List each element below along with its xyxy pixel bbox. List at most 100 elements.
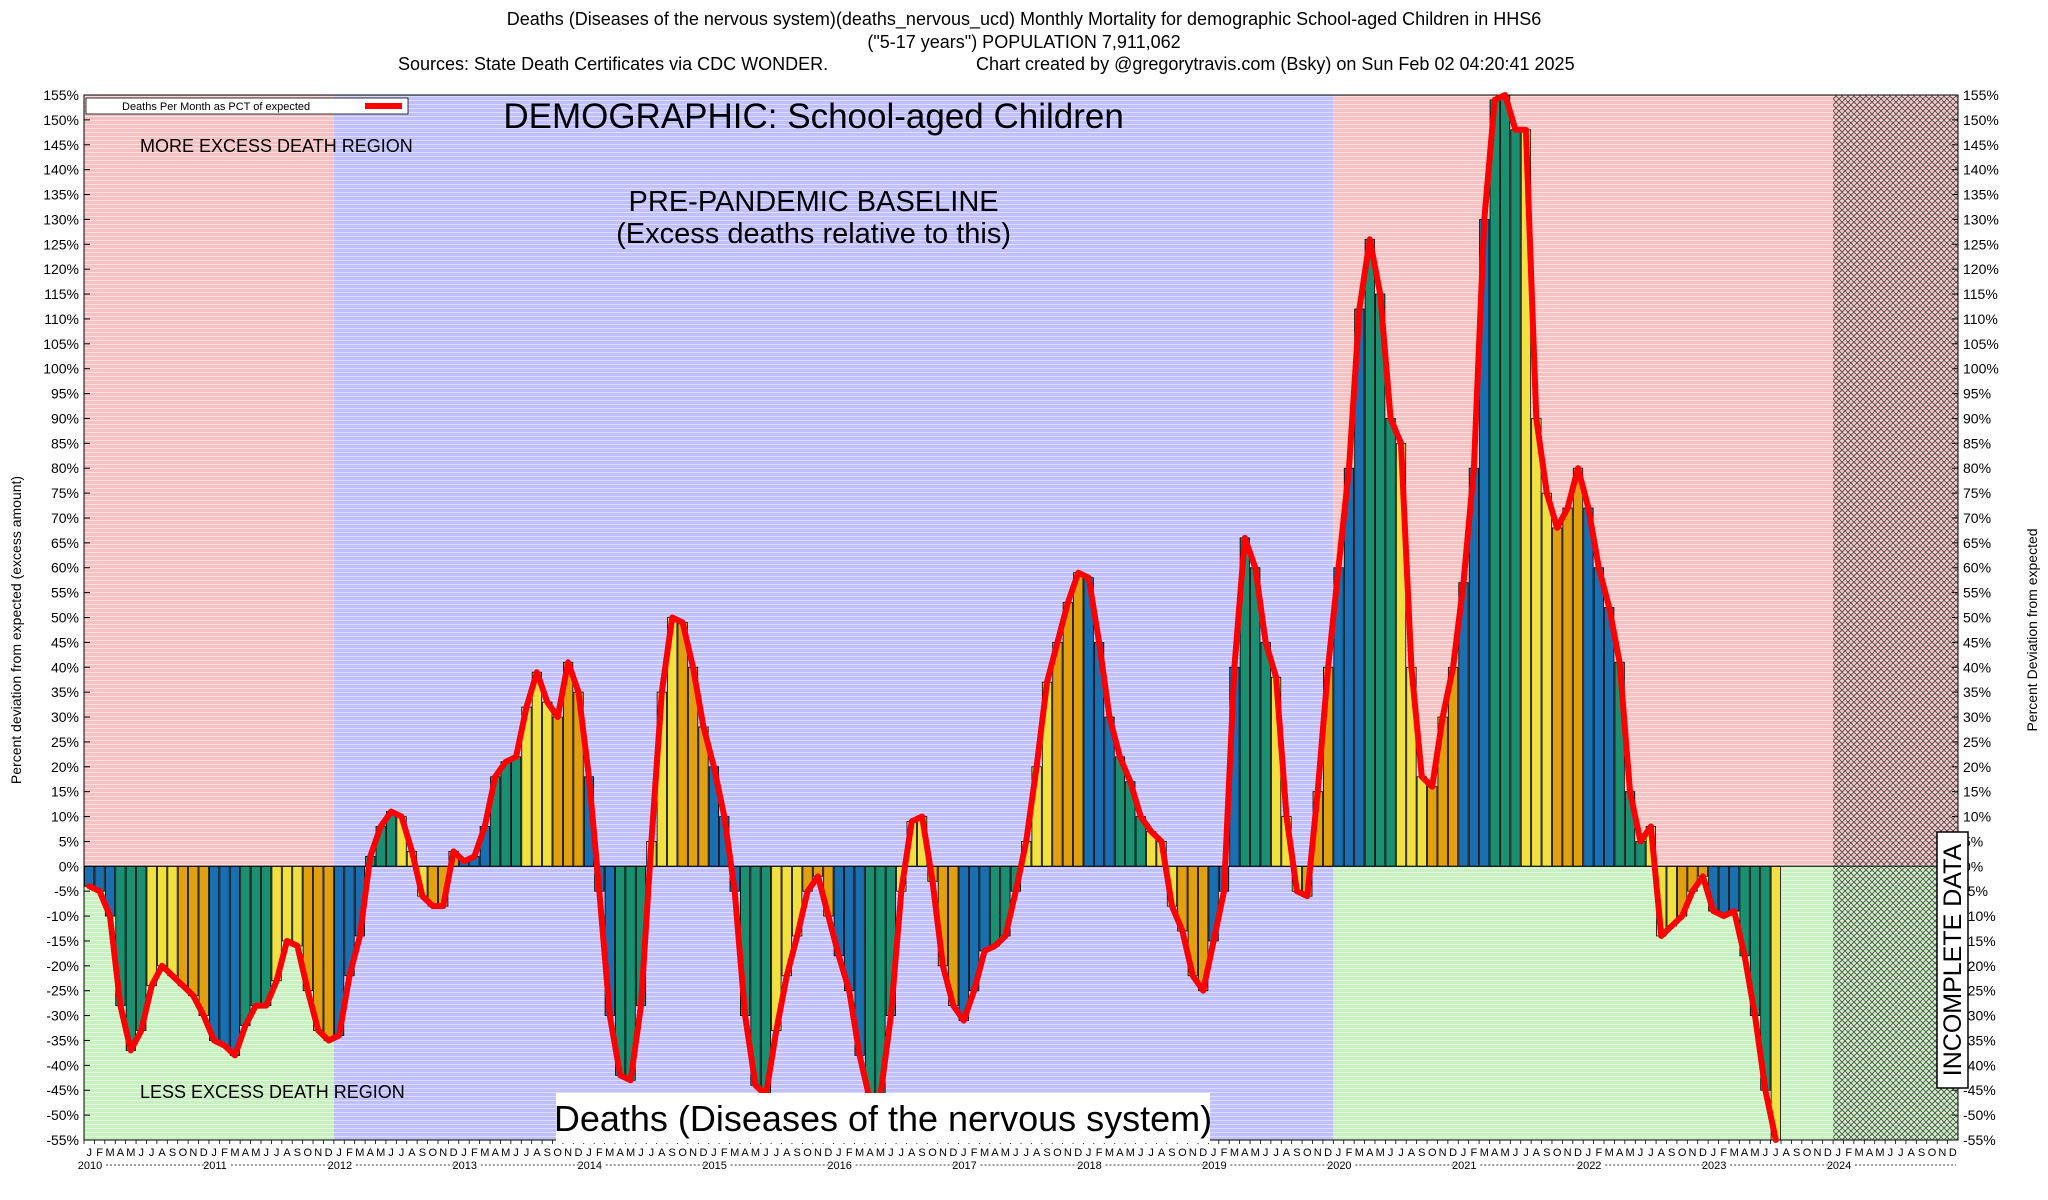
x-month-label: D	[1074, 1147, 1082, 1159]
bar	[979, 865, 990, 952]
x-month-label: J	[1898, 1147, 1904, 1159]
y-tick-label-right: 45%	[1963, 634, 1991, 650]
x-month-label: J	[1763, 1147, 1769, 1159]
x-month-label: J	[1773, 1147, 1779, 1159]
bottom-title-box	[556, 1093, 1210, 1143]
x-year-label: 2019	[1202, 1160, 1226, 1172]
x-month-label: O	[428, 1147, 437, 1159]
y-tick-label-right: 15%	[1963, 784, 1991, 800]
x-month-label: M	[605, 1147, 614, 1159]
x-month-label: J	[1398, 1147, 1404, 1159]
x-month-label: S	[544, 1147, 551, 1159]
chart-title: DEMOGRAPHIC: School-aged Children	[503, 97, 1124, 136]
x-month-label: N	[1439, 1147, 1447, 1159]
y-tick-label-right: -55%	[1963, 1132, 1996, 1148]
x-month-label: D	[200, 1147, 208, 1159]
x-month-label: J	[649, 1147, 655, 1159]
x-month-label: S	[419, 1147, 426, 1159]
y-tick-label-left: 120%	[43, 261, 79, 277]
x-month-label: M	[251, 1147, 260, 1159]
y-tick-label-right: 75%	[1963, 485, 1991, 501]
y-tick-label-left: 45%	[51, 634, 79, 650]
chart-header-sources: Sources: State Death Certificates via CD…	[398, 54, 829, 74]
x-month-label: N	[564, 1147, 572, 1159]
x-month-label: J	[711, 1147, 717, 1159]
x-month-label: F	[1595, 1147, 1602, 1159]
x-month-label: A	[1158, 1147, 1166, 1159]
x-month-label: O	[1428, 1147, 1437, 1159]
bar	[209, 865, 220, 1041]
y-tick-label-left: -10%	[46, 908, 79, 924]
x-month-label: S	[294, 1147, 301, 1159]
y-tick-label-right: 10%	[1963, 809, 1991, 825]
y-tick-label-left: -35%	[46, 1032, 79, 1048]
x-month-label: O	[553, 1147, 562, 1159]
incomplete-label-box	[1936, 831, 1969, 1089]
bar	[1062, 602, 1073, 867]
x-month-label: J	[638, 1147, 644, 1159]
baseline-label-1: PRE-PANDEMIC BASELINE	[629, 186, 999, 218]
bar	[198, 865, 209, 1016]
y-tick-label-right: 110%	[1963, 311, 1998, 327]
x-month-label: A	[242, 1147, 250, 1159]
x-month-label: M	[1501, 1147, 1510, 1159]
x-month-label: D	[1949, 1147, 1957, 1159]
x-month-label: A	[617, 1147, 625, 1159]
y-tick-label-right: 50%	[1963, 610, 1991, 626]
x-month-label: M	[980, 1147, 989, 1159]
y-tick-label-left: 135%	[43, 187, 79, 203]
x-month-label: A	[866, 1147, 874, 1159]
y-tick-label-left: 125%	[43, 236, 79, 252]
x-month-label: J	[1888, 1147, 1894, 1159]
x-year-label: 2024	[1827, 1160, 1851, 1172]
x-month-label: J	[1513, 1147, 1519, 1159]
chart-header-line1: Deaths (Diseases of the nervous system)(…	[506, 9, 1542, 29]
y-tick-label-right: 80%	[1963, 460, 1991, 476]
x-month-label: D	[1324, 1147, 1332, 1159]
x-month-label: J	[836, 1147, 842, 1159]
bar	[177, 865, 189, 987]
x-month-label: A	[658, 1147, 666, 1159]
x-month-label: A	[1741, 1147, 1749, 1159]
x-month-label: F	[346, 1147, 353, 1159]
x-month-label: F	[846, 1147, 853, 1159]
x-month-label: D	[699, 1147, 707, 1159]
y-tick-label-right: 85%	[1963, 435, 1991, 451]
x-month-label: N	[689, 1147, 697, 1159]
bar	[261, 865, 272, 1007]
bar	[1593, 567, 1604, 867]
x-month-label: M	[626, 1147, 635, 1159]
y-tick-label-right: 100%	[1963, 361, 1999, 377]
x-month-label: M	[1625, 1147, 1634, 1159]
x-month-label: M	[501, 1147, 510, 1159]
x-year-label: 2010	[78, 1160, 102, 1172]
y-tick-label-left: 5%	[59, 833, 79, 849]
x-month-label: A	[533, 1147, 541, 1159]
x-month-label: M	[1750, 1147, 1759, 1159]
x-month-label: F	[1471, 1147, 1478, 1159]
x-month-label: M	[480, 1147, 489, 1159]
y-tick-label-right: -30%	[1963, 1008, 1996, 1024]
y-tick-label-left: -30%	[46, 1008, 79, 1024]
bar	[1427, 786, 1438, 867]
y-tick-label-right: -25%	[1963, 983, 1996, 999]
x-month-label: F	[221, 1147, 228, 1159]
y-tick-label-right: 130%	[1963, 211, 1999, 227]
y-tick-label-left: -45%	[46, 1082, 79, 1098]
y-tick-label-left: 10%	[51, 809, 79, 825]
bar	[250, 865, 261, 1007]
x-month-label: M	[1376, 1147, 1385, 1159]
y-tick-label-right: 135%	[1963, 187, 1999, 203]
x-year-label: 2014	[577, 1160, 601, 1172]
x-month-label: S	[169, 1147, 176, 1159]
bar	[292, 865, 303, 947]
bar	[1073, 572, 1084, 867]
x-month-label: F	[1845, 1147, 1852, 1159]
y-tick-label-right: 155%	[1963, 87, 1999, 103]
y-tick-label-left: 105%	[43, 336, 79, 352]
y-tick-label-left: -15%	[46, 933, 79, 949]
x-month-label: A	[1116, 1147, 1124, 1159]
baseline-label-2: (Excess deaths relative to this)	[616, 218, 1011, 250]
bar	[1052, 641, 1063, 867]
